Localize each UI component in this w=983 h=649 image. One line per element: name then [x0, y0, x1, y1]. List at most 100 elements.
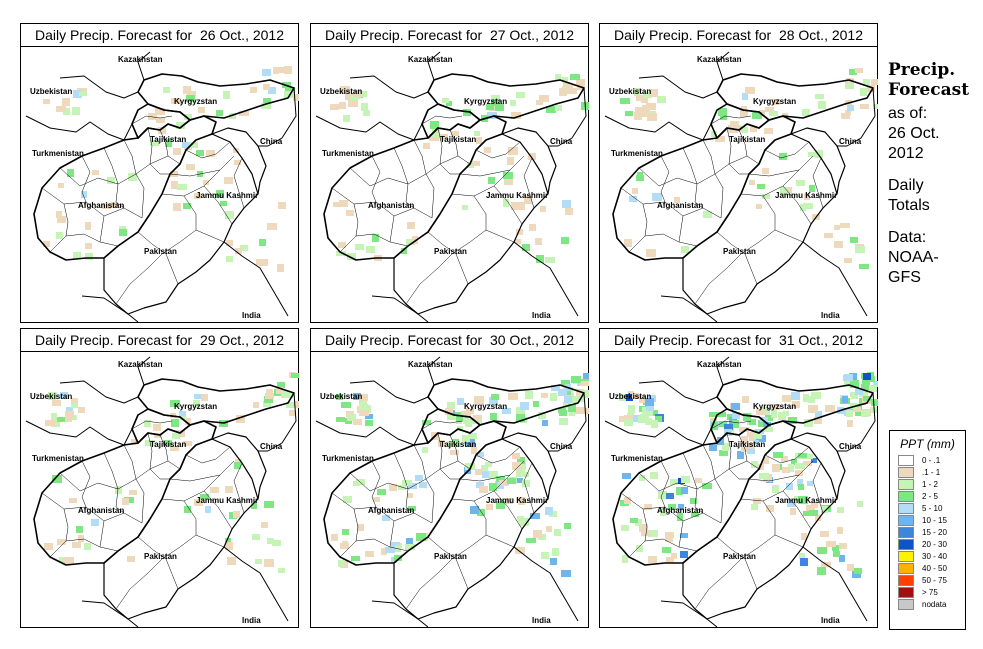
precip-cell	[674, 197, 680, 203]
precip-cell	[834, 241, 843, 248]
precip-cell	[639, 524, 648, 532]
precip-cell	[67, 169, 74, 177]
precip-cell	[803, 461, 812, 466]
precip-cell	[466, 439, 475, 447]
precip-cell	[57, 216, 66, 223]
precip-cell	[804, 193, 810, 200]
precip-cell	[542, 420, 548, 426]
precip-cell	[56, 211, 62, 218]
precip-cell	[263, 98, 271, 104]
precip-cell	[463, 417, 469, 424]
precip-cell	[468, 433, 477, 439]
precip-cell	[422, 447, 428, 453]
precip-cell	[641, 530, 650, 536]
precip-cell	[639, 396, 646, 403]
precip-cell	[353, 393, 361, 400]
precip-cell	[73, 252, 81, 259]
precip-cell	[251, 503, 257, 509]
precip-cell	[624, 415, 633, 421]
label-afghanistan: Afghanistan	[78, 506, 124, 515]
precip-cell	[632, 393, 639, 399]
coastline	[81, 600, 139, 628]
precip-cell	[624, 419, 633, 426]
precip-cell	[416, 533, 426, 541]
precip-cell	[485, 462, 492, 467]
sidebar-title-line2: Forecast	[888, 80, 970, 100]
precip-layer	[43, 66, 299, 272]
precip-cell	[784, 187, 792, 193]
precip-cell	[488, 471, 498, 479]
china-border	[258, 392, 297, 452]
precip-cell	[85, 253, 93, 260]
precip-cell	[520, 402, 529, 410]
precip-cell	[636, 108, 645, 116]
precip-cell	[802, 109, 810, 116]
label-kazakhstan: Kazakhstan	[118, 360, 163, 369]
panel-title: Daily Precip. Forecast for 28 Oct., 2012	[599, 23, 878, 47]
precip-cell	[658, 491, 667, 499]
coastline	[660, 600, 718, 628]
precip-cell	[407, 493, 413, 498]
precip-cell	[638, 416, 645, 423]
label-kazakhstan: Kazakhstan	[697, 55, 742, 64]
precip-cell	[276, 387, 283, 394]
precip-cell	[845, 110, 851, 115]
label-india: India	[532, 616, 551, 625]
precip-cell	[359, 410, 369, 416]
precip-cell	[407, 222, 415, 229]
province-lines	[620, 420, 824, 610]
china-border	[258, 87, 297, 147]
precip-cell	[526, 538, 536, 543]
precip-cell	[408, 506, 416, 511]
legend-swatch	[898, 551, 914, 562]
precip-cell	[52, 400, 61, 406]
precip-cell	[263, 401, 271, 407]
kazakh-border	[59, 356, 151, 404]
precip-cell	[642, 105, 649, 113]
precip-cell	[489, 483, 497, 491]
label-tajikistan: Tajikistan	[729, 135, 765, 144]
legend-swatch	[898, 467, 914, 478]
legend-label: 10 - 15	[922, 516, 947, 525]
precip-cell	[377, 489, 386, 495]
precip-cell	[873, 104, 878, 109]
precip-cell	[798, 453, 807, 458]
precip-cell	[56, 232, 63, 239]
precip-cell	[361, 103, 368, 111]
precip-cell	[225, 538, 231, 544]
label-kazakhstan: Kazakhstan	[697, 360, 742, 369]
precip-cell	[773, 452, 783, 458]
precip-cell	[660, 508, 666, 516]
precip-cell	[516, 469, 525, 477]
precip-cell	[580, 381, 589, 386]
precip-cell	[487, 112, 497, 119]
precip-cell	[203, 180, 209, 185]
precip-cell	[259, 239, 266, 246]
forecast-panel-2: Daily Precip. Forecast for 27 Oct., 2012	[310, 23, 589, 323]
label-turkmenistan: Turkmenistan	[322, 454, 374, 463]
precip-cell	[284, 91, 294, 98]
precip-cell	[405, 544, 415, 550]
precip-cell	[51, 413, 57, 420]
precip-cell	[795, 463, 805, 469]
precip-cell	[525, 391, 533, 399]
precip-cell	[561, 237, 569, 244]
precip-cell	[788, 417, 797, 424]
precip-cell	[826, 541, 836, 547]
label-pakistan: Pakistan	[434, 247, 467, 256]
precip-cell	[64, 557, 74, 564]
precip-cell	[691, 512, 699, 517]
legend-entry: 40 - 50	[890, 563, 965, 575]
precip-cell	[176, 122, 185, 129]
precip-cell	[635, 519, 642, 526]
precip-cell	[711, 422, 718, 430]
precip-cell	[621, 525, 629, 531]
precip-cell	[541, 393, 548, 398]
pakistan-border	[682, 133, 838, 315]
precip-cell	[250, 87, 257, 93]
precip-cell	[753, 432, 762, 439]
precip-cell	[801, 533, 807, 540]
precip-cell	[800, 558, 808, 566]
precip-cell	[65, 415, 72, 422]
precip-cell	[92, 170, 99, 175]
